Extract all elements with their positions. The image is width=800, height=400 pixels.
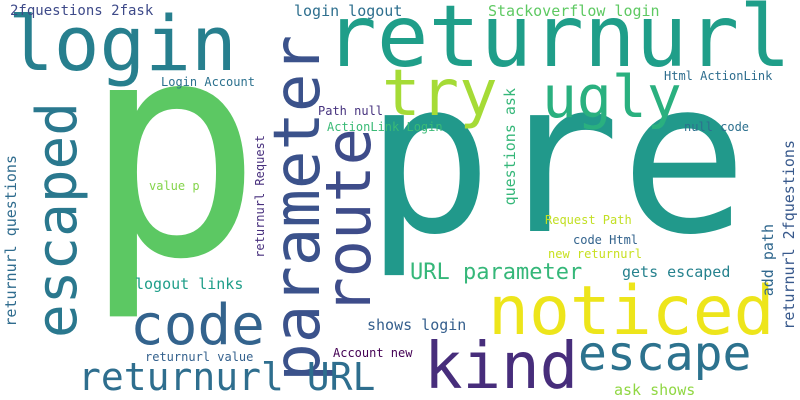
word-p: p xyxy=(82,0,263,325)
word-Account-new: Account new xyxy=(333,346,413,360)
word-pre: pre xyxy=(365,34,748,281)
word-Path-null: Path null xyxy=(318,104,384,118)
word-shows-login: shows login xyxy=(367,316,467,334)
word-kind: kind xyxy=(424,330,579,400)
word-code: code xyxy=(130,293,265,358)
word-escaped: escaped xyxy=(25,102,90,339)
word-Login-Account: Login Account xyxy=(161,75,255,89)
word-returnurl-value: returnurl value xyxy=(145,350,254,364)
word-escape: escape xyxy=(578,326,752,382)
word-login: login xyxy=(8,0,237,88)
word-returnurl-URL: returnurl URL xyxy=(78,355,376,399)
word-add-path: add path xyxy=(759,224,777,297)
word-Request-Path: Request Path xyxy=(545,213,632,227)
word-returnurl-2fquestions: returnurl 2fquestions xyxy=(780,140,798,330)
word-try: try xyxy=(382,57,498,131)
word-ugly: ugly xyxy=(542,63,682,131)
word-ActionLink-Login: ActionLink Login xyxy=(327,120,443,134)
word-returnurl: returnurl xyxy=(325,0,791,87)
word-ask-shows: ask shows xyxy=(614,381,696,399)
word-2fquestions-2fask: 2fquestions 2fask xyxy=(10,3,154,19)
word-Stackoverflow-login: Stackoverflow login xyxy=(488,2,660,20)
word-code-Html: code Html xyxy=(573,233,639,247)
word-route: route xyxy=(312,128,385,315)
word-URL-parameter: URL parameter xyxy=(410,260,583,285)
word-gets-escaped: gets escaped xyxy=(622,263,731,281)
word-logout-links: logout links xyxy=(135,275,244,293)
word-value-p: value p xyxy=(149,179,200,193)
word-Html-ActionLink: Html ActionLink xyxy=(664,69,773,83)
word-returnurl-Request: returnurl Request xyxy=(253,135,267,258)
word-returnurl-questions: returnurl questions xyxy=(2,155,20,327)
word-null-code: null code xyxy=(684,120,750,134)
word-questions-ask: questions ask xyxy=(501,88,519,206)
word-new-returnurl: new returnurl xyxy=(548,247,642,261)
word-login-logout: login logout xyxy=(294,2,403,20)
word-noticed: noticed xyxy=(488,272,775,351)
